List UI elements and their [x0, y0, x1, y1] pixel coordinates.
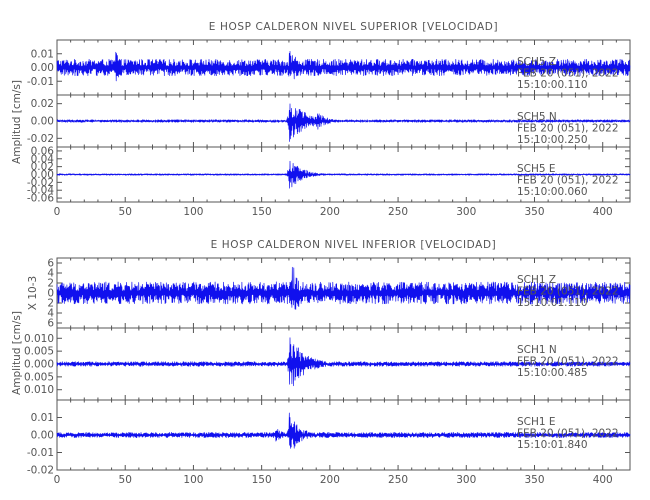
y-tick-label: -0.02	[27, 133, 54, 145]
x-tick-label: 50	[119, 474, 132, 486]
y-tick-label: 2	[47, 278, 54, 290]
panel-sch5-e: 0.060.040.020.00-0.02-0.04-0.06 SCH5 EFEB…	[27, 145, 631, 205]
station-annotation-line: FEB 20 (051), 2022	[517, 428, 619, 440]
y-tick-label: 0	[47, 288, 54, 300]
y-tick-label: -0.04	[27, 185, 54, 197]
y-tick-label: 0.005	[24, 371, 54, 383]
station-annotation-line: SCH5 N	[517, 111, 557, 123]
waveform-trace	[56, 412, 631, 449]
y-tick-label: 0.00	[31, 62, 54, 74]
x-tick-label: 250	[388, 206, 408, 218]
y-tick-label: -0.01	[27, 447, 54, 459]
y-tick-label: 0.06	[31, 145, 55, 157]
station-annotation-line: 15:10:01.840	[517, 439, 588, 451]
x-tick-label: 100	[183, 206, 203, 218]
x-tick-label: 0	[54, 474, 61, 486]
station-annotation-line: FEB 20 (051), 2022	[517, 68, 619, 80]
y-axis-label: Amplitud [cm/s]	[11, 80, 23, 164]
x-tick-label: 400	[593, 474, 613, 486]
y-tick-label: 0.000	[24, 359, 54, 371]
station-annotation-line: FEB 20 (051), 2022	[517, 356, 619, 368]
x-tick-label: 350	[524, 206, 544, 218]
y-tick-label: 0.02	[31, 98, 54, 110]
chart-title: E HOSP CALDERON NIVEL INFERIOR [VELOCIDA…	[211, 239, 497, 251]
y-tick-label: 0.005	[24, 346, 54, 358]
y-tick-label: -0.02	[27, 465, 54, 477]
x-tick-label: 150	[252, 206, 272, 218]
y-tick-label: 0.01	[31, 412, 54, 424]
x-tick-label: 300	[456, 206, 476, 218]
y-tick-label: 0.02	[31, 161, 54, 173]
station-annotation-line: SCH1 Z	[517, 274, 556, 286]
x-tick-label: 0	[54, 206, 61, 218]
x-tick-label: 50	[119, 206, 132, 218]
y-tick-label: -0.01	[27, 76, 54, 88]
y-tick-label: 0.00	[31, 169, 54, 181]
y-tick-label: 2	[47, 298, 54, 310]
waveform-trace	[56, 337, 631, 387]
station-annotation-line: 15:10:00.110	[517, 79, 588, 91]
waveform-trace	[56, 266, 631, 310]
y-tick-label: 0.01	[31, 48, 54, 60]
x-tick-label: 100	[183, 474, 203, 486]
station-annotation-line: FEB 20 (051), 2022	[517, 286, 619, 298]
x-tick-label: 400	[593, 206, 613, 218]
chart-group-2: E HOSP CALDERON NIVEL INFERIOR [VELOCIDA…	[11, 239, 631, 486]
station-annotation-line: SCH5 Z	[517, 56, 556, 68]
y-tick-label: -0.02	[27, 177, 54, 189]
y-tick-label: 4	[47, 308, 54, 320]
waveform-trace	[56, 50, 631, 82]
station-annotation-line: 15:10:01.110	[517, 297, 588, 309]
y-tick-label: 0.00	[31, 430, 54, 442]
station-annotation-line: FEB 20 (051), 2022	[517, 123, 619, 135]
x-tick-label: 200	[320, 206, 340, 218]
x-tick-label: 300	[456, 474, 476, 486]
station-annotation-line: 15:10:00.250	[517, 134, 588, 146]
station-annotation-line: 15:10:00.485	[517, 367, 588, 379]
x-tick-label: 150	[252, 474, 272, 486]
station-annotation-line: FEB 20 (051), 2022	[517, 175, 619, 187]
chart-group-1: E HOSP CALDERON NIVEL SUPERIOR [VELOCIDA…	[11, 21, 631, 218]
y-scale-label: X 10-3	[27, 276, 39, 310]
station-annotation-line: SCH1 N	[517, 344, 557, 356]
x-tick-label: 200	[320, 474, 340, 486]
y-tick-label: 0.04	[31, 153, 55, 165]
station-annotation-line: SCH1 E	[517, 416, 556, 428]
y-tick-label: 4	[47, 268, 54, 280]
y-tick-label: -0.06	[27, 193, 54, 205]
waveform-trace	[56, 103, 631, 142]
y-axis-label: Amplitud [cm/s]	[11, 311, 23, 395]
station-annotation-line: SCH5 E	[517, 163, 556, 175]
y-tick-label: 0.010	[24, 384, 54, 396]
y-tick-label: 6	[47, 318, 54, 330]
x-tick-label: 350	[524, 474, 544, 486]
x-tick-label: 250	[388, 474, 408, 486]
y-tick-label: 0.010	[24, 333, 54, 345]
station-annotation-line: 15:10:00.060	[517, 186, 588, 198]
chart-title: E HOSP CALDERON NIVEL SUPERIOR [VELOCIDA…	[209, 21, 498, 33]
y-tick-label: 0.00	[31, 116, 54, 128]
waveform-trace	[56, 160, 631, 189]
y-tick-label: 6	[47, 258, 54, 270]
